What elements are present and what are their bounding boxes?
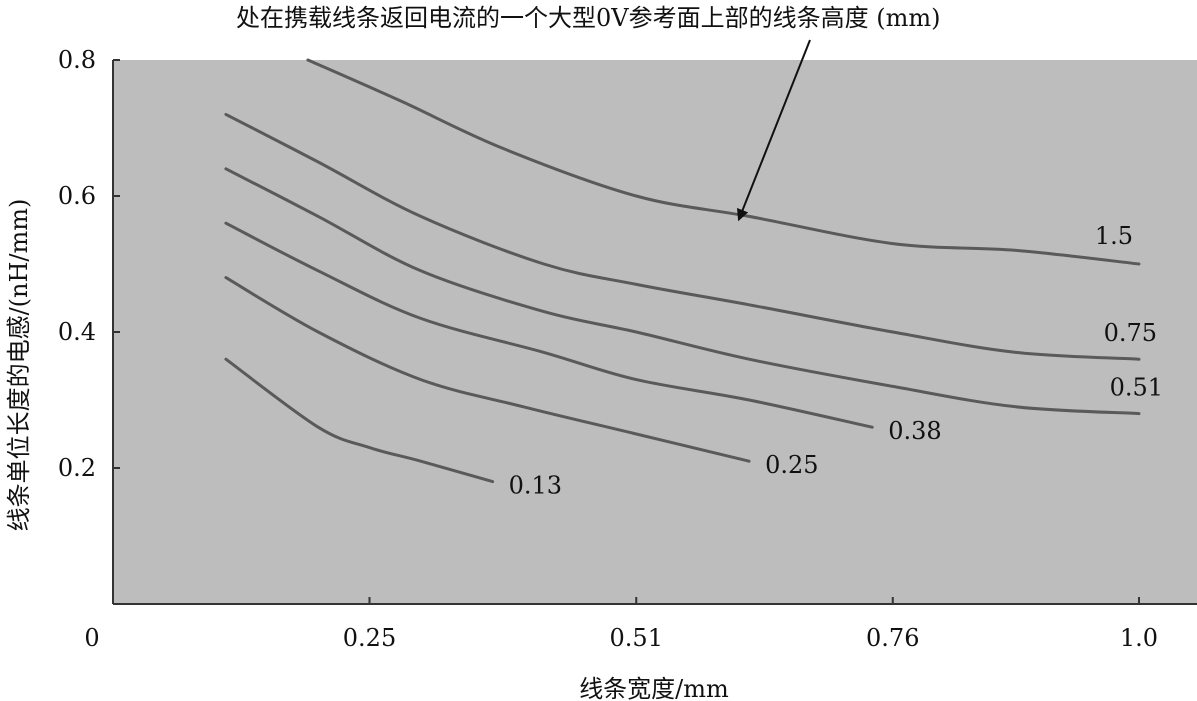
y-tick-label: 0.8 [58, 46, 96, 74]
series-label-0.25: 0.25 [765, 451, 818, 479]
x-tick-label: 1.0 [1120, 624, 1158, 652]
chart-title: 处在携载线条返回电流的一个大型0V参考面上部的线条高度 (mm) [236, 4, 940, 32]
x-tick-label: 0.51 [610, 624, 663, 652]
series-label-0.13: 0.13 [509, 472, 562, 500]
annotation-arrow [737, 39, 811, 222]
x-tick-label: 0.76 [866, 624, 919, 652]
x-origin-label: 0 [84, 624, 99, 652]
series-label-0.51: 0.51 [1110, 374, 1163, 402]
y-tick-label: 0.2 [58, 454, 96, 482]
series-line-1.5 [306, 58, 1141, 266]
series-line-0.25 [224, 276, 751, 463]
series-line-0.13 [224, 357, 495, 484]
series-label-0.75: 0.75 [1104, 319, 1157, 347]
series-label-1.5: 1.5 [1095, 222, 1133, 250]
axis-ticks: 0.25 0.51 0.76 1.0 0.2 0.4 0.6 0.8 [58, 46, 1158, 652]
y-axis-title: 线条单位长度的电感/(nH/mm) [5, 199, 33, 532]
series-label-0.38: 0.38 [888, 417, 941, 445]
series-line-0.38 [224, 221, 874, 429]
x-axis-title: 线条宽度/mm [579, 675, 729, 701]
series-labels: 1.5 0.75 0.51 0.38 0.25 0.13 [509, 222, 1163, 500]
y-tick-label: 0.4 [58, 318, 96, 346]
series-line-0.75 [224, 112, 1141, 361]
y-tick-label: 0.6 [58, 182, 96, 210]
series-lines [224, 58, 1141, 484]
series-line-0.51 [224, 167, 1141, 416]
x-tick-label: 0.25 [343, 624, 396, 652]
